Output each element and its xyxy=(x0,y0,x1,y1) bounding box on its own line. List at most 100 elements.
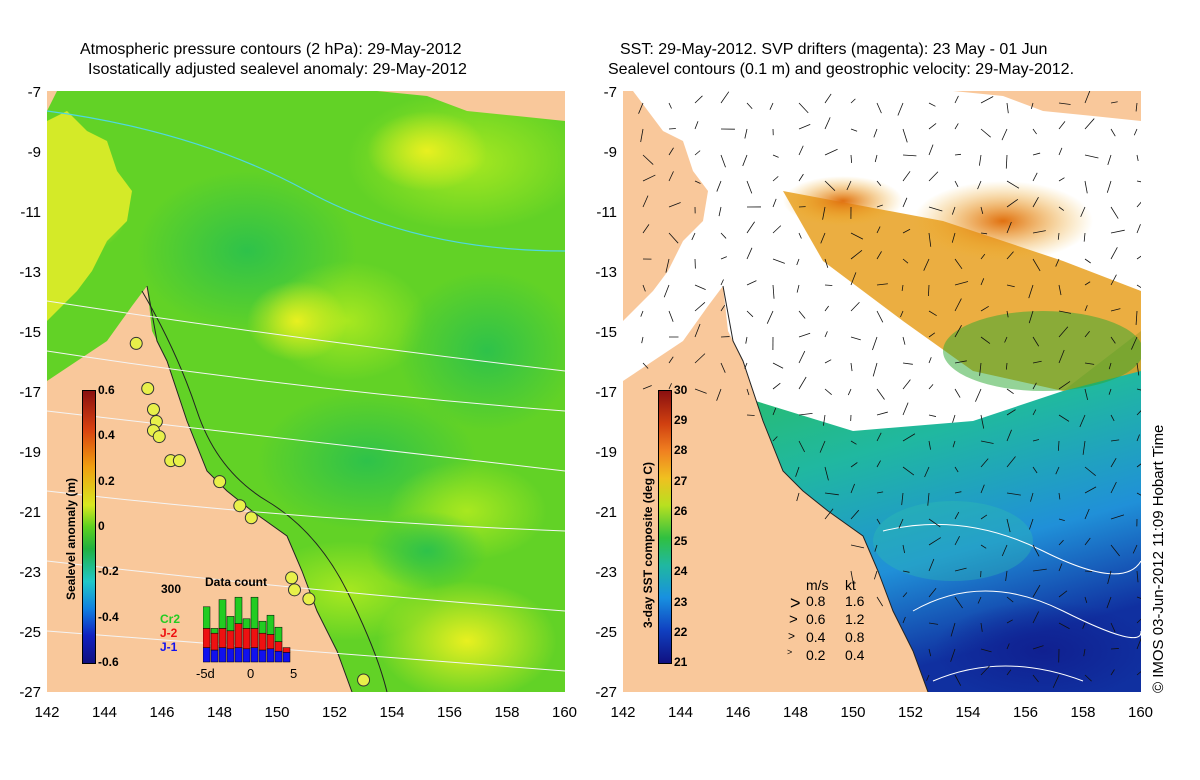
tide-gauge-marker[interactable] xyxy=(141,381,155,395)
velocity-vector xyxy=(1136,596,1141,599)
velocity-vector xyxy=(824,93,832,104)
velocity-vector xyxy=(824,258,829,268)
velocity-vector xyxy=(1029,518,1034,530)
velocity-vector xyxy=(897,102,904,116)
velocity-vector xyxy=(1058,147,1063,156)
velocity-vector xyxy=(1001,544,1008,557)
velocity-vector xyxy=(1032,409,1037,416)
right-title-line2: Sealevel contours (0.1 m) and geostrophi… xyxy=(608,61,1075,78)
tide-gauge-marker[interactable] xyxy=(172,454,186,468)
velocity-vector xyxy=(902,154,917,157)
velocity-vector xyxy=(902,336,906,345)
y-tick-label: -13 xyxy=(595,264,617,281)
velocity-vector xyxy=(1032,258,1041,272)
velocity-vector xyxy=(928,537,941,546)
x-tick-label: 148 xyxy=(206,704,233,721)
velocity-legend-arrow: > xyxy=(790,593,801,613)
velocity-vector xyxy=(1110,439,1120,442)
y-tick-label: -19 xyxy=(19,444,41,461)
tide-gauge-marker[interactable] xyxy=(152,430,166,444)
velocity-vector xyxy=(1110,648,1119,650)
velocity-vector xyxy=(928,518,941,528)
velocity-vector xyxy=(876,283,888,286)
velocity-vector xyxy=(694,301,706,312)
left-map[interactable] xyxy=(47,91,565,692)
tide-gauge-marker[interactable] xyxy=(146,403,160,417)
tide-gauge-marker[interactable] xyxy=(244,511,258,525)
tide-gauge-marker[interactable] xyxy=(302,592,316,606)
velocity-vector xyxy=(798,124,811,130)
velocity-vector xyxy=(1058,177,1065,182)
velocity-vector xyxy=(1110,544,1120,557)
land-australia xyxy=(47,286,352,692)
velocity-vector xyxy=(952,440,956,448)
velocity-vector xyxy=(1005,362,1008,370)
tide-gauge-marker[interactable] xyxy=(285,571,299,585)
x-tick-label: 158 xyxy=(1070,704,1096,721)
velocity-vector xyxy=(1058,539,1064,546)
velocity-vector xyxy=(850,98,856,104)
velocity-vector xyxy=(979,362,982,376)
velocity-vector xyxy=(850,509,860,520)
velocity-vector xyxy=(1110,308,1121,312)
velocity-vector xyxy=(1131,336,1138,350)
velocity-vector xyxy=(798,173,804,182)
tide-gauge-marker[interactable] xyxy=(213,475,227,489)
velocity-vector xyxy=(1080,206,1086,217)
velocity-vector xyxy=(824,466,829,481)
velocity-vector xyxy=(1030,102,1034,109)
velocity-legend-ms: 0.2 xyxy=(806,647,826,663)
tide-gauge-marker[interactable] xyxy=(129,336,143,350)
right-map[interactable] xyxy=(623,91,1141,692)
velocity-vector xyxy=(822,206,826,220)
velocity-vector xyxy=(772,382,781,390)
x-tick-label: 146 xyxy=(725,704,751,721)
tide-gauge-marker[interactable] xyxy=(233,499,247,513)
velocity-vector xyxy=(1006,429,1012,442)
velocity-vector xyxy=(746,388,750,396)
velocity-vector xyxy=(1136,255,1141,260)
histogram-bar-j1 xyxy=(266,648,275,663)
velocity-vector xyxy=(798,310,806,319)
histogram-bar-j2 xyxy=(218,628,227,648)
velocity-vector xyxy=(1032,230,1046,234)
velocity-vector xyxy=(850,272,857,286)
velocity-vector xyxy=(1032,172,1038,182)
velocity-vector xyxy=(668,356,674,364)
velocity-vector xyxy=(1006,251,1014,260)
x-tick-label: 148 xyxy=(782,704,809,721)
velocity-vector xyxy=(951,206,956,215)
velocity-vector xyxy=(980,128,991,138)
colorbar-tick-label: 29 xyxy=(674,413,688,428)
x-tick-label: 152 xyxy=(321,704,348,721)
land-png xyxy=(753,91,1141,121)
velocity-vector xyxy=(720,279,724,286)
velocity-vector xyxy=(665,258,670,273)
velocity-vector xyxy=(1082,440,1086,455)
velocity-vector xyxy=(668,102,672,109)
velocity-vector xyxy=(902,228,911,234)
velocity-vector xyxy=(668,232,679,244)
imos-credit: © IMOS 03-Jun-2012 11:09 Hobart Time xyxy=(1150,424,1167,693)
velocity-vector xyxy=(1058,590,1068,598)
data-count-histogram xyxy=(203,596,291,663)
velocity-vector xyxy=(928,648,932,657)
velocity-vector xyxy=(1110,128,1116,137)
velocity-vector xyxy=(1107,154,1112,166)
velocity-vector xyxy=(978,154,982,166)
velocity-vector xyxy=(720,91,730,104)
velocity-vector xyxy=(1032,152,1041,156)
velocity-vector xyxy=(1106,180,1112,193)
velocity-vector xyxy=(1084,570,1093,572)
velocity-vector xyxy=(1084,362,1095,365)
histogram-bar-j2 xyxy=(274,641,283,652)
hist-x-label: 0 xyxy=(247,666,255,681)
velocity-vector xyxy=(1058,326,1069,338)
tide-gauge-marker[interactable] xyxy=(357,673,371,687)
velocity-vector xyxy=(1032,466,1038,474)
velocity-vector xyxy=(1110,247,1118,260)
velocity-vector xyxy=(977,596,982,604)
velocity-vector xyxy=(927,492,930,506)
tide-gauge-marker[interactable] xyxy=(287,583,301,597)
velocity-vector xyxy=(796,284,800,293)
